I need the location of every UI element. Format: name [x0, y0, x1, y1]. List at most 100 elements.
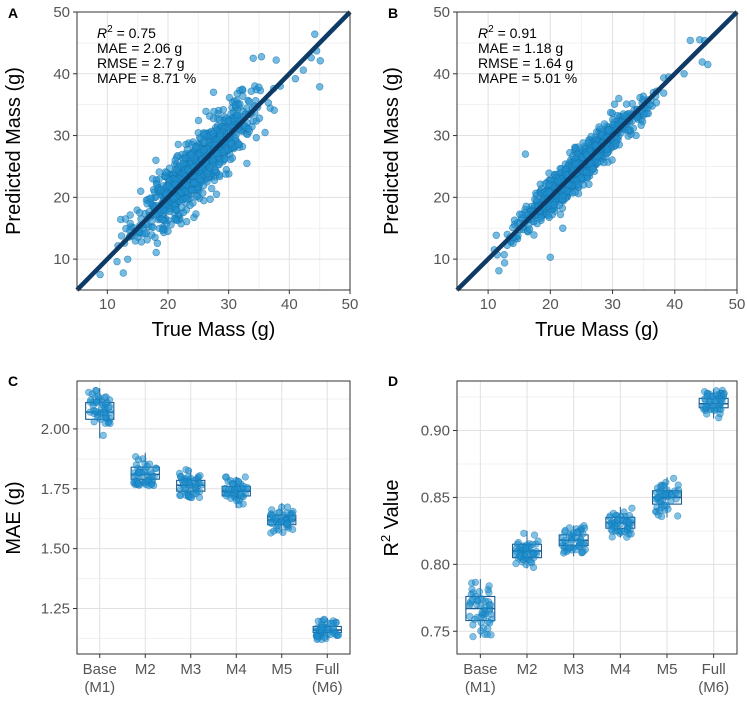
rmse-stat: RMSE = 1.64 g: [478, 55, 573, 71]
jitter-points: [85, 386, 343, 644]
scatter-point: [149, 223, 157, 232]
jitter-point: [702, 403, 710, 411]
jitter-point: [484, 624, 492, 633]
mape-stat: MAPE = 5.01 %: [478, 70, 577, 86]
y-tick-label: 0.85: [421, 489, 450, 506]
scatter-point: [613, 111, 622, 120]
jitter-point: [485, 601, 493, 609]
jitter-point: [198, 481, 206, 489]
scatter-point: [556, 210, 565, 219]
jitter-point: [134, 480, 142, 488]
scatter-point: [316, 83, 324, 91]
x-tick-label: Full (M6): [698, 661, 729, 696]
scatter-point: [182, 194, 190, 203]
identity-line: [75, 10, 352, 292]
scatter-point: [495, 267, 503, 275]
jitter-point: [279, 528, 287, 537]
scatter-point: [238, 85, 247, 93]
jitter-point: [628, 515, 636, 523]
scatter-point: [533, 219, 541, 228]
scatter-point: [174, 140, 183, 149]
jitter-point: [228, 480, 236, 488]
scatter-point: [186, 201, 194, 209]
scatter-point: [137, 187, 145, 195]
jitter-point: [669, 474, 678, 482]
jitter-point: [222, 473, 230, 481]
jitter-point: [321, 633, 329, 641]
x-tick-label-line: Base: [83, 661, 117, 678]
x-tick-label: M2: [517, 661, 538, 678]
scatter-point: [209, 129, 217, 137]
x-tick-label-line: M2: [135, 661, 156, 678]
jitter-point: [94, 413, 102, 421]
scatter-point: [252, 134, 260, 142]
jitter-point: [132, 461, 140, 469]
scatter-point: [255, 114, 264, 122]
scatter-point: [173, 165, 181, 174]
jitter-point: [606, 512, 614, 520]
scatter-point: [680, 70, 688, 78]
scatter-point: [615, 94, 623, 103]
jitter-point: [222, 492, 231, 500]
scatter-point: [212, 190, 221, 198]
scatter-point: [152, 156, 160, 165]
scatter-point: [113, 257, 121, 266]
scatter-point: [637, 121, 645, 129]
x-tick-label: 50: [729, 296, 746, 313]
identity-line: [455, 10, 739, 292]
scatter-point: [181, 154, 190, 162]
jitter-point: [529, 550, 537, 559]
scatter-point: [172, 216, 181, 225]
jitter-point: [708, 402, 716, 410]
scatter-point: [209, 156, 217, 165]
scatter-point: [255, 83, 263, 91]
x-tick-label: M4: [226, 661, 247, 678]
gridlines: [457, 381, 737, 654]
y-tick-label: 10: [433, 251, 450, 268]
y-tick-label: 0.90: [421, 423, 450, 440]
panel-letter: D: [388, 373, 398, 389]
y-tick-label: 1.75: [41, 481, 70, 498]
scatter-point: [574, 180, 583, 189]
scatter-point: [234, 140, 243, 149]
scatter-point: [500, 259, 509, 267]
scatter-point: [192, 210, 200, 218]
y-tick-label: 0.75: [421, 623, 450, 640]
x-tick-label: M3: [180, 661, 201, 678]
jitter-point: [558, 538, 566, 547]
jitter-point: [192, 480, 200, 488]
jitter-point: [579, 547, 587, 556]
jitter-point: [106, 420, 114, 428]
scatter-point: [215, 160, 223, 169]
jitter-point: [627, 530, 635, 538]
y-tick-label: 1.50: [41, 541, 70, 558]
x-tick-label: M5: [271, 661, 292, 678]
scatter-point: [261, 128, 269, 137]
scatter-point: [190, 179, 198, 187]
r-value: = 0.91: [494, 25, 537, 41]
x-tick-label-line: M3: [180, 661, 201, 678]
x-tick-label: 40: [666, 296, 683, 313]
jitter-point: [718, 397, 726, 406]
scatter-point: [195, 175, 203, 183]
scatter-point: [643, 109, 651, 118]
panel-a: 10 20 30 40 50 10 20 30 40 50 True Mass (g) Predict…: [3, 4, 358, 341]
y-tick-label: 30: [433, 128, 450, 145]
scatter-point: [584, 139, 593, 147]
jitter-point: [334, 631, 343, 639]
mae-stat: MAE = 2.06 g: [97, 40, 182, 56]
scatter-point: [264, 99, 272, 107]
scatter-point: [591, 142, 600, 150]
jitter-point: [576, 538, 584, 547]
scatter-point: [119, 269, 128, 277]
scatter-point: [126, 211, 134, 219]
jitter-point: [232, 497, 240, 505]
jitter-point: [712, 387, 720, 395]
x-tick-label: Base (M1): [83, 661, 117, 696]
y-axis-title-superscript: 2: [378, 535, 393, 542]
scatter-point: [257, 52, 266, 61]
scatter-point: [546, 253, 554, 261]
scatter-point: [515, 210, 524, 218]
scatter-point: [231, 134, 240, 142]
scatter-point: [510, 216, 519, 224]
